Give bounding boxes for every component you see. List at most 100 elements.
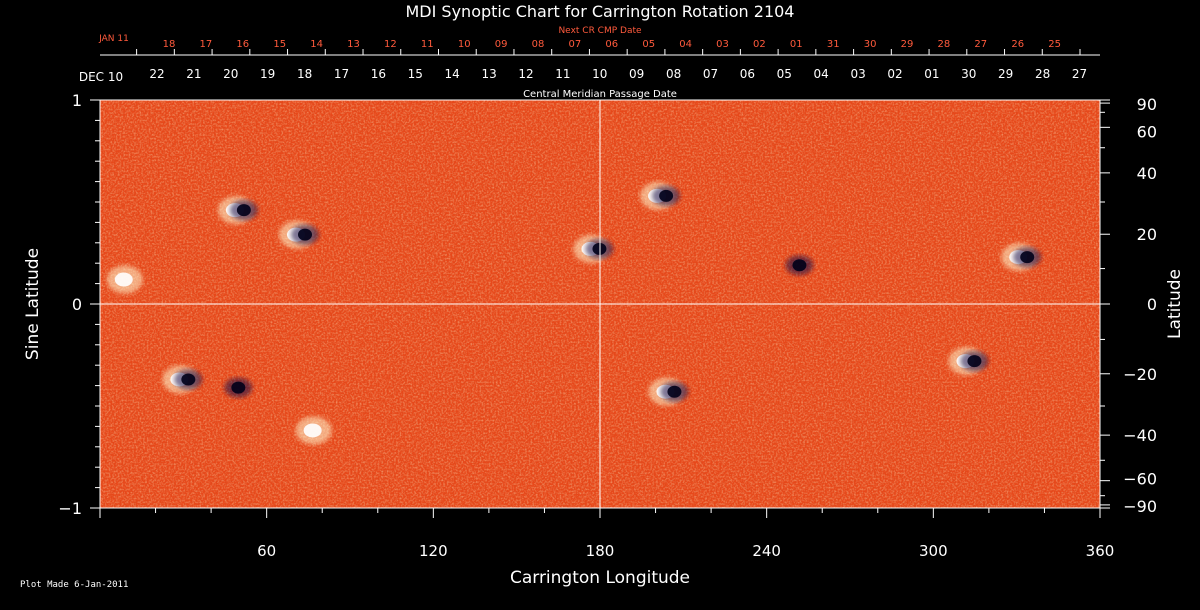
next-cr-date-label: 10 bbox=[458, 39, 471, 50]
x-tick-label: 300 bbox=[919, 542, 948, 560]
feature-6 bbox=[785, 255, 814, 276]
left-tick-label: 1 bbox=[72, 91, 82, 110]
feature-negative-core bbox=[967, 355, 982, 368]
next-cr-date-label: 04 bbox=[679, 39, 692, 50]
feature-3 bbox=[279, 220, 319, 249]
right-axis-ticks: 90 60 40 20 0 −20 −40 −60 −90 bbox=[1100, 95, 1157, 516]
feature-negative-core bbox=[592, 242, 607, 255]
feature-negative-core bbox=[231, 381, 246, 394]
cmp-date-label: 19 bbox=[260, 67, 275, 81]
cmp-date-label: 20 bbox=[223, 67, 238, 81]
cmp-date-label: 28 bbox=[1035, 67, 1050, 81]
magnetic-features bbox=[106, 181, 1042, 445]
cmp-date-label: 07 bbox=[703, 67, 718, 81]
cmp-date-label: 27 bbox=[1072, 67, 1087, 81]
next-cr-date-label: 08 bbox=[532, 39, 545, 50]
cmp-date-label: 03 bbox=[850, 67, 865, 81]
cmp-date-label: 30 bbox=[961, 67, 976, 81]
right-tick-label: −40 bbox=[1123, 426, 1157, 445]
feature-9 bbox=[224, 377, 253, 398]
feature-1 bbox=[1001, 243, 1042, 272]
feature-8 bbox=[162, 365, 203, 394]
cmp-date-label: 16 bbox=[371, 67, 386, 81]
feature-negative-core bbox=[792, 259, 807, 272]
cmp-date-label: 14 bbox=[445, 67, 460, 81]
next-cr-date-label: 01 bbox=[790, 39, 803, 50]
cmp-date-label: 08 bbox=[666, 67, 681, 81]
feature-4 bbox=[217, 196, 258, 225]
feature-negative-core bbox=[667, 385, 682, 398]
cmp-date-label: 11 bbox=[555, 67, 570, 81]
bottom-axis-ticks: 60 120 180 240 300 360 bbox=[99, 508, 1115, 560]
x-tick-label: 120 bbox=[419, 542, 448, 560]
cmp-date-label: 15 bbox=[408, 67, 423, 81]
next-cr-date-label: 16 bbox=[236, 39, 249, 50]
plot-made-footer: Plot Made 6-Jan-2011 bbox=[20, 580, 129, 590]
cmp-date-label: 09 bbox=[629, 67, 644, 81]
feature-positive-core bbox=[303, 423, 322, 438]
next-cr-date-label: 27 bbox=[974, 39, 987, 50]
cmp-date-label: 29 bbox=[998, 67, 1013, 81]
next-cr-date-label: 06 bbox=[605, 39, 618, 50]
cmp-date-label: 01 bbox=[924, 67, 939, 81]
feature-negative-core bbox=[298, 228, 312, 241]
feature-positive-core bbox=[114, 272, 133, 287]
left-axis-ticks: 1 0 −1 bbox=[58, 91, 100, 518]
right-tick-label: 90 bbox=[1137, 95, 1157, 114]
right-tick-label: −60 bbox=[1123, 470, 1157, 489]
top-axis-label: Central Meridian Passage Date bbox=[523, 89, 677, 100]
cmp-date-label: 10 bbox=[592, 67, 607, 81]
feature-negative-core bbox=[236, 204, 251, 217]
next-cr-date-labels: 18 17 16 15 14 13 12 11 10 09 08 07 06 05 04 03 02 01 31 30… bbox=[163, 39, 1061, 50]
next-cr-date-label: 02 bbox=[753, 39, 766, 50]
right-tick-label: 0 bbox=[1147, 295, 1157, 314]
feature-negative-core bbox=[1020, 251, 1035, 264]
cmp-date-labels: 22 21 20 19 18 17 16 15 14 13 12 11 10 09 08 07 06 05 04 03… bbox=[149, 67, 1087, 81]
next-cr-date-label: 12 bbox=[384, 39, 397, 50]
left-tick-label: −1 bbox=[58, 499, 82, 518]
right-tick-label: 40 bbox=[1137, 164, 1157, 183]
next-cr-date-label: 14 bbox=[310, 39, 323, 50]
right-tick-label: 60 bbox=[1137, 122, 1157, 141]
next-cr-date-label: 31 bbox=[827, 39, 840, 50]
cmp-date-label: 21 bbox=[186, 67, 201, 81]
next-cr-date-label: 18 bbox=[163, 39, 176, 50]
cmp-date-label: 02 bbox=[887, 67, 902, 81]
x-tick-label: 60 bbox=[257, 542, 276, 560]
feature-negative-core bbox=[659, 189, 674, 202]
next-cr-date-label: 30 bbox=[864, 39, 877, 50]
cmp-date-label: 13 bbox=[481, 67, 496, 81]
x-tick-label: 240 bbox=[752, 542, 781, 560]
cmp-date-label: 17 bbox=[334, 67, 349, 81]
next-cr-date-label: 07 bbox=[569, 39, 582, 50]
next-cr-date-label: 17 bbox=[200, 39, 213, 50]
right-axis-label: Latitude bbox=[1165, 269, 1185, 339]
next-cr-label: Next CR CMP Date bbox=[558, 26, 642, 36]
next-cr-date-label: 11 bbox=[421, 39, 434, 50]
next-cr-date-label: 03 bbox=[716, 39, 729, 50]
right-tick-label: −90 bbox=[1123, 497, 1157, 516]
x-tick-label: 180 bbox=[586, 542, 615, 560]
right-tick-label: 20 bbox=[1137, 225, 1157, 244]
feature-11 bbox=[295, 416, 332, 445]
cmp-date-label: 04 bbox=[814, 67, 829, 81]
next-cr-date-label: 09 bbox=[495, 39, 508, 50]
top-axis-start: DEC 10 bbox=[79, 70, 123, 84]
next-cr-date-label: 26 bbox=[1011, 39, 1024, 50]
feature-10 bbox=[948, 347, 989, 376]
cmp-date-label: 18 bbox=[297, 67, 312, 81]
feature-5 bbox=[106, 265, 143, 294]
next-cr-date-label: 15 bbox=[273, 39, 286, 50]
cmp-date-label: 12 bbox=[518, 67, 533, 81]
right-tick-label: −20 bbox=[1123, 365, 1157, 384]
cmp-date-label: 05 bbox=[777, 67, 792, 81]
x-tick-label: 360 bbox=[1086, 542, 1115, 560]
next-cr-date-label: 25 bbox=[1048, 39, 1061, 50]
next-cr-date-label: 28 bbox=[938, 39, 951, 50]
next-cr-date-label: 13 bbox=[347, 39, 360, 50]
next-cr-date-label: 29 bbox=[901, 39, 914, 50]
feature-negative-core bbox=[181, 373, 196, 386]
next-cr-start: JAN 11 bbox=[98, 34, 129, 44]
feature-7 bbox=[648, 377, 689, 406]
left-tick-label: 0 bbox=[72, 295, 82, 314]
